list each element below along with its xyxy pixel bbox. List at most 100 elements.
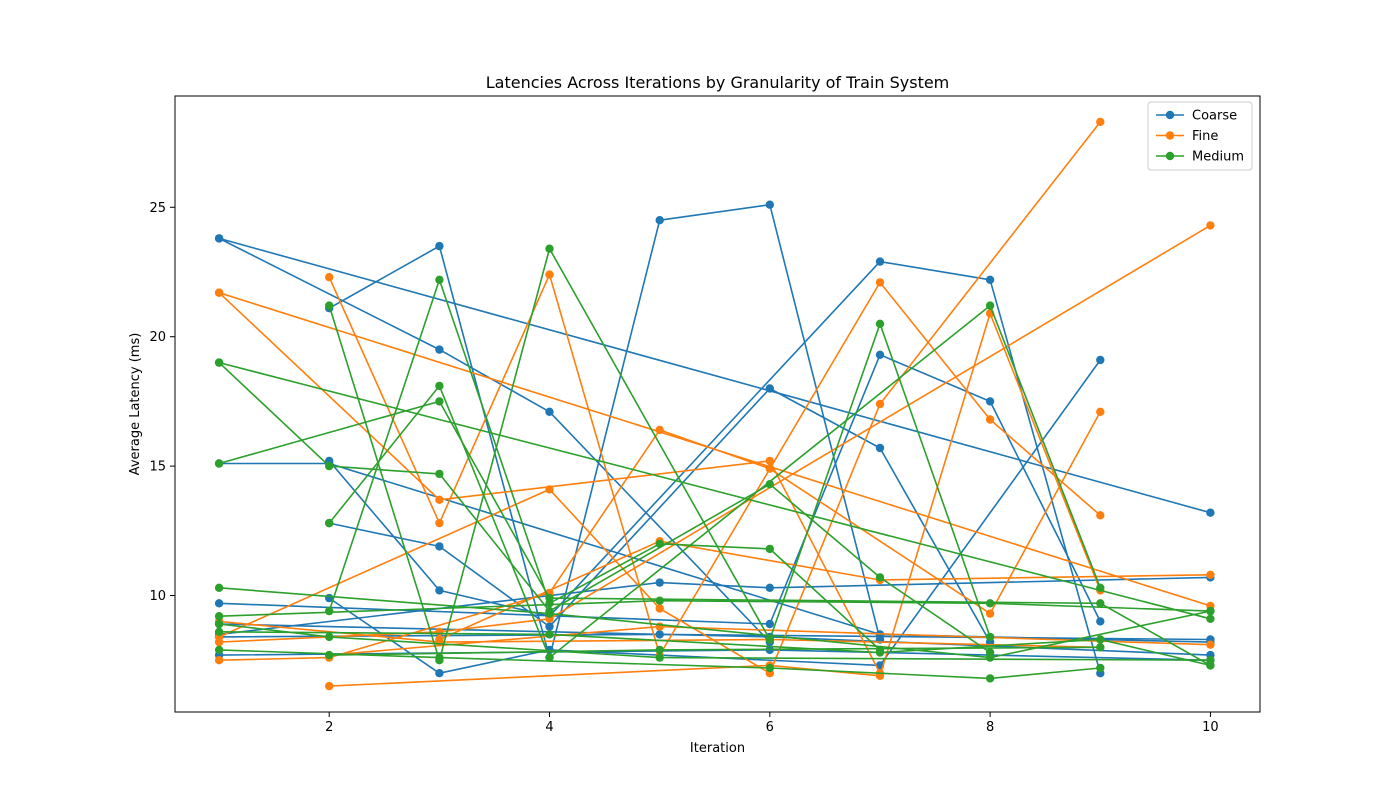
data-point-medium xyxy=(875,319,885,328)
legend-box xyxy=(1147,101,1253,171)
legend-marker-medium xyxy=(1165,151,1175,161)
data-point-medium xyxy=(325,606,334,616)
legend-marker-coarse xyxy=(1165,110,1175,120)
data-point-medium xyxy=(1096,583,1105,592)
data-point-coarse xyxy=(435,241,444,251)
data-point-medium xyxy=(325,632,334,642)
data-point-fine xyxy=(435,495,444,504)
series-line-medium xyxy=(328,247,991,662)
series-line-medium xyxy=(218,361,1211,620)
series-line-fine xyxy=(218,121,1101,675)
data-point-medium xyxy=(985,653,995,662)
y-tick-label: 10 xyxy=(149,589,166,604)
data-point-coarse xyxy=(214,599,224,608)
data-point-medium xyxy=(875,648,885,657)
data-point-medium xyxy=(545,653,554,662)
data-point-coarse xyxy=(435,345,444,354)
data-point-fine xyxy=(545,485,554,494)
data-point-medium xyxy=(435,275,444,284)
data-point-medium xyxy=(1096,663,1105,673)
y-tick-label: 25 xyxy=(149,201,166,216)
data-point-fine xyxy=(214,288,224,297)
x-tick-label: 4 xyxy=(545,720,553,735)
data-point-coarse xyxy=(985,397,995,406)
x-axis-label: Iteration xyxy=(690,741,745,756)
plot-frame xyxy=(174,95,1261,713)
data-point-coarse xyxy=(1096,617,1105,626)
data-point-coarse xyxy=(875,443,885,453)
data-point-fine xyxy=(214,656,224,665)
data-point-medium xyxy=(765,480,774,489)
data-point-medium xyxy=(985,599,995,608)
series-line-fine xyxy=(218,292,881,674)
data-point-medium xyxy=(985,632,995,642)
plot-area xyxy=(214,117,1215,691)
legend: Coarse Fine Medium xyxy=(1147,101,1253,171)
data-point-coarse xyxy=(545,407,554,416)
series-line-medium xyxy=(219,587,1211,659)
data-point-fine xyxy=(325,681,334,691)
x-tick-label: 10 xyxy=(1202,720,1219,735)
data-point-fine xyxy=(985,415,995,424)
data-point-medium xyxy=(214,583,224,592)
data-point-medium xyxy=(214,612,224,621)
data-point-medium xyxy=(214,459,224,468)
data-point-fine xyxy=(1096,117,1105,127)
legend-label-fine: Fine xyxy=(1192,129,1218,144)
data-point-medium xyxy=(655,653,664,662)
data-point-medium xyxy=(545,593,554,603)
data-point-fine xyxy=(1096,407,1105,416)
data-point-coarse xyxy=(875,257,885,266)
data-point-medium xyxy=(214,645,224,655)
data-point-medium xyxy=(765,663,774,673)
series-line-coarse xyxy=(329,387,991,643)
data-point-medium xyxy=(435,381,444,391)
data-point-fine xyxy=(545,270,554,279)
data-point-fine xyxy=(875,399,885,409)
data-point-medium xyxy=(1096,643,1105,652)
series-line-coarse xyxy=(218,237,771,643)
data-point-medium xyxy=(214,619,224,629)
data-point-coarse xyxy=(765,200,774,209)
legend-marker-fine xyxy=(1165,131,1175,140)
data-point-medium xyxy=(985,674,995,683)
data-point-fine xyxy=(1096,511,1105,520)
series-line-fine xyxy=(439,540,1211,641)
x-tick-label: 8 xyxy=(986,720,994,735)
data-point-medium xyxy=(545,630,554,639)
data-point-fine xyxy=(1206,640,1215,649)
data-point-fine xyxy=(1206,221,1215,230)
series-line-medium xyxy=(328,278,881,651)
data-point-fine xyxy=(325,273,334,282)
data-point-medium xyxy=(765,544,774,554)
data-point-medium xyxy=(325,301,334,310)
data-point-coarse xyxy=(655,216,664,225)
y-axis-label: Average Latency (ms) xyxy=(128,333,143,476)
x-axis: 2 4 6 8 10 xyxy=(325,712,1219,735)
series-line-medium xyxy=(219,599,1211,617)
data-point-fine xyxy=(985,609,995,618)
data-point-medium xyxy=(325,518,334,528)
chart-title: Latencies Across Iterations by Granulari… xyxy=(486,73,950,92)
y-tick-label: 20 xyxy=(149,330,166,345)
data-point-fine xyxy=(765,464,774,473)
data-point-medium xyxy=(435,469,444,479)
data-point-medium xyxy=(655,596,664,605)
data-point-fine xyxy=(655,604,664,613)
data-point-medium xyxy=(875,573,885,582)
data-point-coarse xyxy=(655,578,664,587)
data-point-medium xyxy=(435,397,444,406)
data-point-fine xyxy=(765,456,774,466)
data-point-medium xyxy=(655,645,664,655)
legend-label-medium: Medium xyxy=(1192,150,1244,165)
series-line-medium xyxy=(219,623,1211,662)
data-point-coarse xyxy=(1096,355,1105,365)
data-point-medium xyxy=(325,461,334,471)
x-tick-label: 6 xyxy=(766,720,774,735)
data-point-coarse xyxy=(985,275,995,284)
data-point-coarse xyxy=(1206,508,1215,517)
data-point-medium xyxy=(1206,661,1215,670)
data-point-fine xyxy=(1206,570,1215,579)
data-point-medium xyxy=(435,653,444,662)
